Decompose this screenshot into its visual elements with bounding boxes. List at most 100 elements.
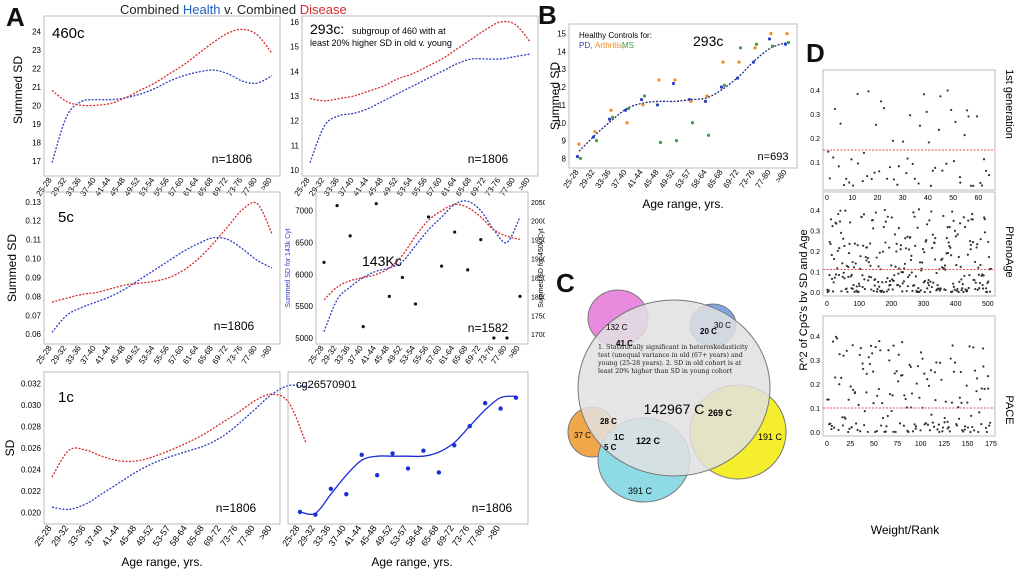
scatter-point xyxy=(847,275,850,278)
scatter-point xyxy=(927,284,930,287)
y-tick-label: 0.08 xyxy=(25,292,41,301)
scatter-point-ms xyxy=(770,44,775,48)
x-tick-label: 69-72 xyxy=(722,168,741,190)
scatter-point xyxy=(977,430,980,434)
scatter-point xyxy=(975,390,978,393)
xlabel-cg: Age range, yrs. xyxy=(371,555,452,569)
scatter-point xyxy=(344,492,349,497)
y-tick-label: 0.2 xyxy=(810,382,820,389)
x-tick-label: 100 xyxy=(853,301,865,308)
scatter-point-arthritis xyxy=(593,130,597,134)
scatter-point xyxy=(978,286,981,290)
scatter-point-ms xyxy=(738,46,743,50)
scatter-point xyxy=(875,290,879,293)
scatter-point xyxy=(851,184,855,187)
series-line-disease xyxy=(51,201,273,303)
scatter-point xyxy=(969,243,972,246)
plot-frame-1c xyxy=(43,371,281,525)
scatter-point xyxy=(874,123,878,126)
y-tick-label: 14 xyxy=(557,47,566,56)
scatter-point xyxy=(955,289,959,292)
plot-frame-293c xyxy=(301,15,539,177)
scatter-point xyxy=(850,158,853,161)
scatter-point xyxy=(878,340,881,343)
scatter-point xyxy=(838,220,842,223)
scatter-point xyxy=(878,285,881,288)
scatter-point xyxy=(946,420,949,423)
scatter-point xyxy=(842,354,845,357)
scatter-point xyxy=(845,264,848,267)
scatter-point xyxy=(880,289,884,292)
scatter-point xyxy=(911,430,915,433)
scatter-point xyxy=(914,275,918,278)
scatter-point xyxy=(931,169,934,172)
scatter-point xyxy=(890,216,893,219)
scatter-point xyxy=(928,429,932,432)
scatter-point xyxy=(832,281,835,284)
y-tick-label-right: 17000 xyxy=(531,332,545,339)
y-tick-label: 18 xyxy=(32,138,41,147)
y-tick-label: 6000 xyxy=(295,270,313,279)
scatter-point xyxy=(957,290,960,294)
panel-a-charts: Summed SD 460c n=1806 25-2829-3233-3637-… xyxy=(3,15,545,569)
scatter-point xyxy=(873,171,876,174)
y-tick-label: 16 xyxy=(290,18,299,27)
scatter-point xyxy=(840,376,843,379)
x-tick-label: 73-76 xyxy=(738,168,757,190)
scatter-point xyxy=(973,369,977,372)
scatter-point xyxy=(944,288,947,292)
plot-frame-d xyxy=(822,69,996,191)
scatter-point xyxy=(833,107,836,111)
note1-293c: subgroup of 460 with at xyxy=(352,26,446,36)
venn-cyan-count: 391 C xyxy=(628,486,653,496)
scatter-point xyxy=(881,250,885,253)
venn-note: 1. Statistically significant in heterosk… xyxy=(598,344,749,375)
chart-460c: 25-2829-3233-3637-4041-4445-4849-5253-54… xyxy=(32,27,274,198)
y-tick-label: 15 xyxy=(290,43,299,52)
scatter-point xyxy=(890,264,893,267)
scatter-point xyxy=(982,365,985,368)
series-line-health xyxy=(51,69,273,163)
scatter-point xyxy=(897,380,900,383)
scatter-point xyxy=(914,425,918,428)
x-tick-label: >80 xyxy=(516,176,531,193)
scatter-point xyxy=(934,166,937,169)
scatter-point xyxy=(943,421,946,424)
scatter-point xyxy=(897,165,900,168)
y-tick-label: 0.3 xyxy=(810,358,820,365)
scatter-point xyxy=(946,251,950,255)
scatter-point xyxy=(944,400,947,403)
scatter-point xyxy=(926,377,929,381)
scatter-point xyxy=(390,451,395,456)
y-tick-label: 0.06 xyxy=(25,330,41,339)
scatter-point-ms xyxy=(722,83,727,87)
scatter-point xyxy=(945,162,948,165)
scatter-point xyxy=(987,387,990,390)
scatter-point xyxy=(891,394,894,397)
scatter-point xyxy=(923,372,926,375)
scatter-point xyxy=(970,414,973,417)
scatter-point xyxy=(836,249,839,252)
scatter-point xyxy=(960,278,963,281)
scatter-point-arthritis xyxy=(657,78,661,82)
scatter-point xyxy=(952,370,956,373)
scatter-point xyxy=(884,220,887,223)
scatter-point-arthritis xyxy=(721,60,725,64)
scatter-point-arthritis xyxy=(577,142,581,146)
scatter-point xyxy=(958,396,961,399)
scatter-point xyxy=(913,177,916,180)
scatter-point xyxy=(958,280,961,284)
scatter-point xyxy=(912,211,915,214)
x-tick-label: 40 xyxy=(924,195,932,202)
x-tick-label: 50 xyxy=(949,195,957,202)
scatter-point xyxy=(895,370,898,373)
legend-arthritis: Arthritis, xyxy=(595,41,624,50)
scatter-point xyxy=(969,239,972,243)
scatter-point xyxy=(892,344,895,347)
scatter-point xyxy=(863,287,866,291)
scatter-point xyxy=(984,426,988,429)
y-tick-label: 10 xyxy=(557,119,566,128)
scatter-point xyxy=(967,115,970,118)
scatter-point xyxy=(933,241,936,245)
scatter-point xyxy=(958,176,962,179)
